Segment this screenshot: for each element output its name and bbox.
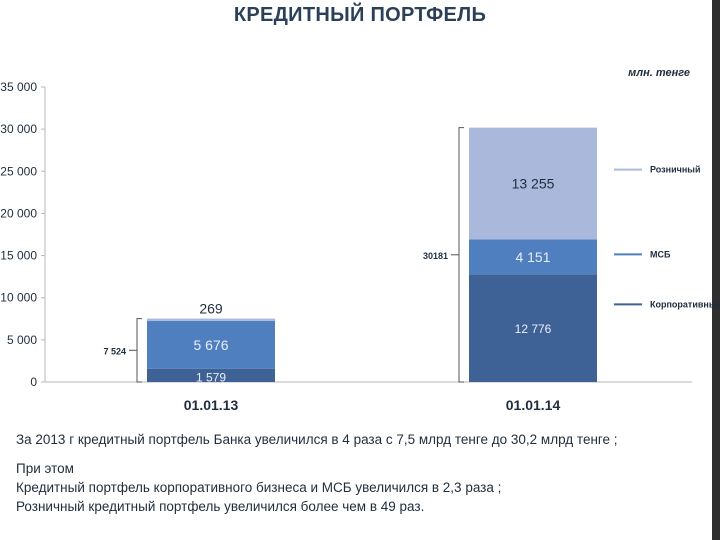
bar-segment-мсб bbox=[469, 239, 597, 275]
bar-segment-корпоративный bbox=[147, 368, 275, 382]
y-tick-label: 25 000 bbox=[0, 164, 37, 178]
y-tick-label: 35 000 bbox=[0, 80, 37, 94]
x-tick-label: 01.01.13 bbox=[184, 397, 239, 413]
bar-segment-мсб bbox=[147, 320, 275, 369]
y-tick-label: 0 bbox=[30, 375, 37, 389]
y-tick-label: 5 000 bbox=[7, 333, 37, 347]
note-growth: За 2013 г кредитный портфель Банка увели… bbox=[16, 432, 618, 447]
legend-label: МСБ bbox=[650, 249, 671, 259]
total-label: 7 524 bbox=[103, 346, 126, 356]
loan-portfolio-chart: 0 5 000 10 000 15 000 20 000 25 000 30 000 35 0… bbox=[0, 67, 720, 413]
bar-segment-корпоративный bbox=[469, 274, 597, 382]
unit-label: млн. тенге bbox=[628, 67, 690, 79]
note-retail: Розничный кредитный портфель увеличился … bbox=[16, 499, 425, 514]
data-label: 4 151 bbox=[515, 249, 550, 265]
x-tick-label: 01.01.14 bbox=[506, 397, 561, 413]
total-label: 30181 bbox=[423, 251, 448, 261]
legend-label: Корпоративный bbox=[650, 299, 720, 309]
data-label: 1 579 bbox=[196, 371, 226, 385]
note-corporate: Кредитный портфель корпоративного бизнес… bbox=[16, 480, 502, 495]
data-label: 13 255 bbox=[512, 175, 555, 191]
y-tick-label: 15 000 bbox=[0, 249, 37, 263]
note-intro: При этом bbox=[16, 461, 74, 476]
y-tick-label: 30 000 bbox=[0, 122, 37, 136]
slide-notes: За 2013 г кредитный портфель Банка увели… bbox=[16, 430, 696, 516]
data-label: 5 676 bbox=[193, 337, 228, 353]
y-tick-label: 10 000 bbox=[0, 291, 37, 305]
slide-edge-band bbox=[712, 0, 720, 540]
total-bracket bbox=[136, 318, 142, 383]
slide-title: КРЕДИТНЫЙ ПОРТФЕЛЬ bbox=[233, 4, 487, 26]
data-label: 269 bbox=[199, 301, 223, 317]
y-tick-label: 20 000 bbox=[0, 206, 37, 220]
bar-segment-розничный bbox=[469, 127, 597, 240]
data-label: 12 776 bbox=[515, 322, 552, 336]
legend-label: Розничный bbox=[650, 165, 700, 175]
bar-segment-розничный bbox=[147, 318, 275, 321]
total-bracket bbox=[458, 127, 464, 383]
